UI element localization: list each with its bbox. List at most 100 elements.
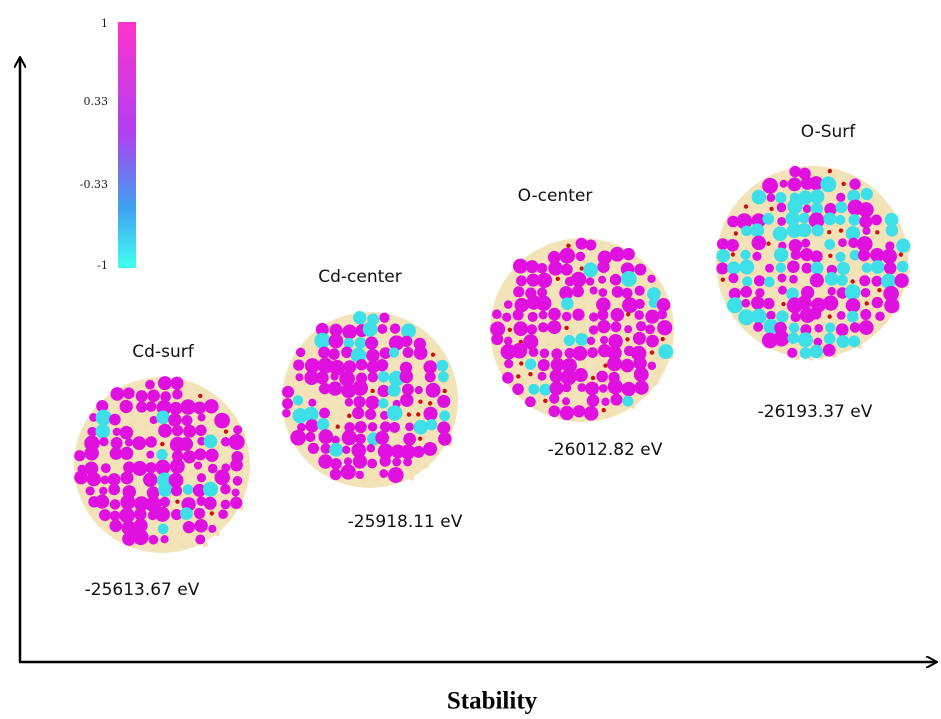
orbital-lobe [610,274,622,286]
orbital-lobe [319,408,330,419]
atom [566,244,570,248]
orbital-lobe [799,213,810,224]
orbital-lobe [740,250,750,260]
orbital-lobe [86,486,95,495]
orbital-lobe [740,286,752,298]
orbital-lobe [136,390,148,402]
orbital-lobe [539,311,548,320]
orbital-lobe [365,396,379,410]
orbital-lobe [587,347,598,358]
atom [880,209,885,214]
orbital-lobe [800,347,812,359]
colorbar-tick: -1 [97,259,108,272]
atom [421,393,426,398]
atom [224,429,228,433]
orbital-lobe [502,372,514,384]
orbital-lobe [802,263,813,274]
orbital-lobe [612,286,624,298]
orbital-lobe [611,321,622,332]
orbital-lobe [897,261,909,273]
orbital-lobe [194,519,207,532]
orbital-lobe [599,384,608,393]
orbital-lobe [413,420,427,434]
orbital-lobe [823,296,838,311]
atom [560,281,565,286]
atom [721,277,725,281]
orbital-lobe [156,449,167,460]
atom [602,408,606,412]
orbital-lobe [293,359,304,370]
orbital-lobe [195,425,206,436]
orbital-lobe [575,333,588,346]
atom [340,406,345,411]
orbital-lobe [143,473,157,487]
orbital-lobe [788,177,802,191]
atom [374,476,379,481]
orbital-lobe [739,260,754,275]
orbital-lobe [158,376,172,390]
orbital-lobe [290,430,306,446]
orbital-lobe [597,320,610,333]
orbital-lobe [752,190,767,205]
atom [418,399,422,403]
orbital-lobe [160,535,168,543]
orbital-lobe [368,372,378,382]
orbital-lobe [835,201,847,213]
orbital-lobe [426,419,437,430]
orbital-lobe [896,239,910,253]
orbital-lobe [74,450,85,461]
orbital-lobe [99,487,107,495]
atom [822,248,827,253]
orbital-lobe [882,249,897,264]
atom [180,542,185,547]
orbital-lobe [860,309,871,320]
orbital-lobe [537,273,552,288]
atom [841,182,845,186]
orbital-lobe [862,263,872,273]
orbital-lobe [539,384,551,396]
orbital-lobe [836,274,847,285]
orbital-lobe [587,337,595,345]
orbital-lobe [773,331,789,347]
orbital-lobe [169,402,182,415]
orbital-lobe [633,332,646,345]
orbital-lobe [598,288,607,297]
orbital-lobe [871,215,882,226]
orbital-lobe [194,461,202,469]
orbital-lobe [376,359,388,371]
orbital-lobe [787,260,800,273]
orbital-lobe [636,321,646,331]
atom [625,337,629,341]
orbital-lobe [608,379,623,394]
page: {"colorbar": {"ticks": ["1", "0.33", "-0… [0,0,941,719]
orbital-lobe [583,262,598,277]
atom [735,257,740,262]
orbital-lobe [528,312,538,322]
orbital-lobe [622,396,633,407]
orbital-lobe [727,297,743,313]
orbital-lobe [341,464,356,479]
orbital-lobe [512,343,528,359]
orbital-lobe [438,432,452,446]
atom [370,389,374,393]
orbital-lobe [342,446,350,454]
atom [774,296,779,301]
atom [661,337,665,341]
orbital-lobe [825,322,835,332]
orbital-lobe [590,286,598,294]
orbital-lobe [571,272,586,287]
orbital-lobe [561,369,577,385]
orbital-lobe [645,324,655,334]
atom [581,304,586,309]
orbital-lobe [388,384,401,397]
orbital-lobe [561,264,573,276]
orbital-lobe [146,462,157,473]
orbital-lobe [859,275,870,286]
atom [608,404,613,409]
orbital-lobe [787,332,799,344]
orbital-lobe [548,308,561,321]
orbital-lobe [356,359,368,371]
orbital-lobe [208,525,216,533]
orbital-lobe [754,275,765,286]
orbital-lobe [862,227,870,235]
